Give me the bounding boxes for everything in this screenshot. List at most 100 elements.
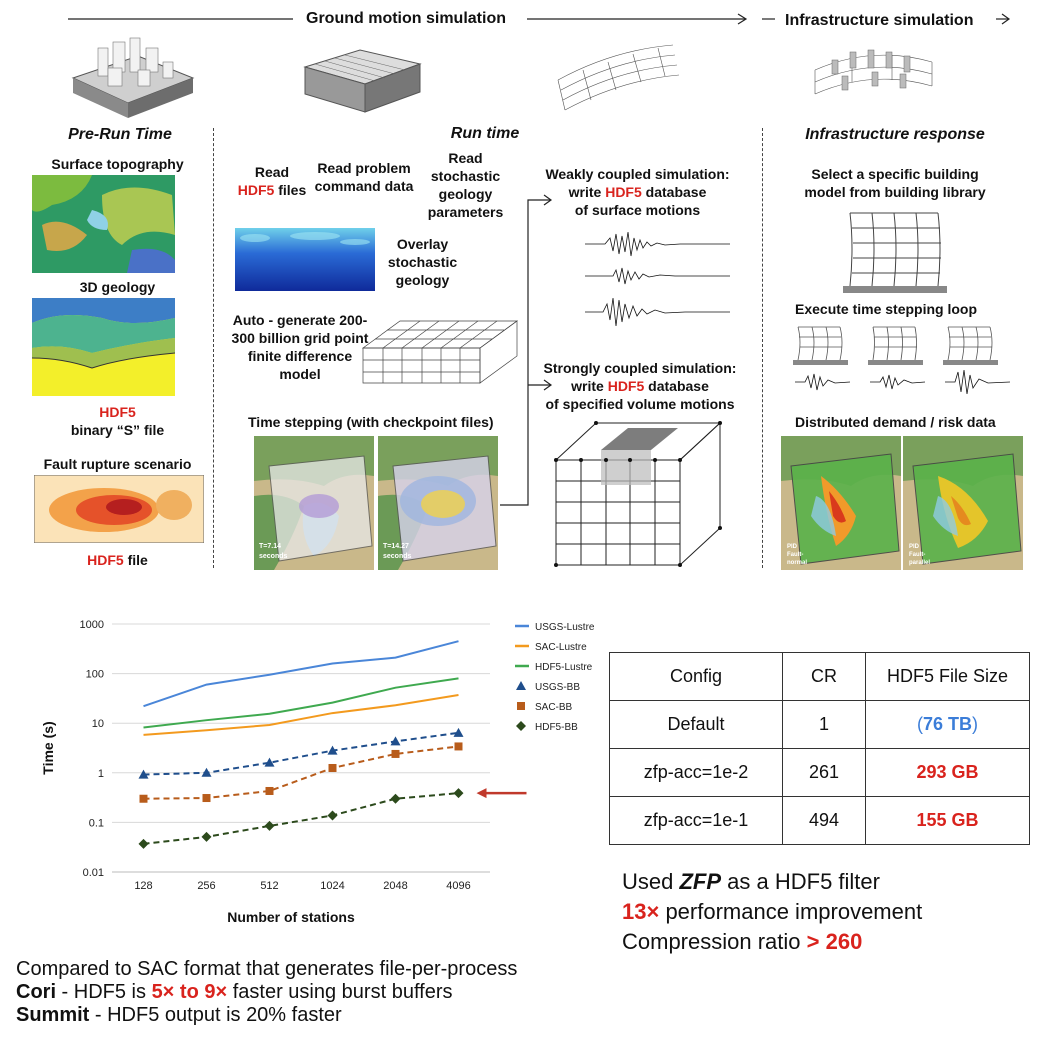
distributed-demand-label: Distributed demand / risk data (795, 414, 996, 430)
sac-note-summit-text: - HDF5 output is 20% faster (89, 1004, 342, 1026)
legend-marker (517, 702, 525, 710)
divider-left (213, 128, 214, 568)
legend-label: USGS-BB (535, 682, 580, 693)
hdf5-file-label-file: file (123, 552, 148, 568)
table-cell: 494 (782, 796, 866, 845)
infrastructure-response-title: Infrastructure response (805, 126, 985, 143)
zfp-note-perf: performance improvement (659, 899, 923, 924)
time-step-2-unit: seconds (383, 553, 412, 560)
zfp-notes: Used ZFP as a HDF5 filter 13× performanc… (622, 867, 922, 957)
risk-map-2-line3: parallel (909, 560, 930, 566)
zfp-note-cr: Compression ratio (622, 929, 807, 954)
y-axis-title: Time (s) (40, 721, 56, 774)
data-point-square (454, 742, 463, 751)
performance-chart: 1000 100 10 1 0.1 0.01 128 256 512 1024 2048 4096 Nu… (40, 619, 595, 925)
series-line (143, 792, 459, 845)
sac-note-bb: faster using burst buffers (227, 981, 453, 1003)
data-point-diamond (390, 793, 401, 804)
series-line (143, 731, 459, 776)
infrastructure-grid-image (814, 49, 933, 95)
sac-note-speedup: 5× to 9× (151, 981, 228, 1003)
stochastic-geology-image (235, 228, 375, 291)
time-stepping-buildings (793, 326, 1011, 395)
run-time-title: Run time (450, 125, 520, 142)
table-cell-size: 293 GB (865, 748, 1030, 797)
risk-map-fault-normal: PID Fault- normal (781, 436, 901, 570)
weakly-coupled-label: Weakly coupled simulation: write HDF5 da… (540, 165, 735, 219)
fault-rupture-map (34, 475, 204, 543)
strongly-coupled-line3: of specified volume motions (545, 396, 735, 412)
read-problem-command-label: Read problem command data (314, 160, 414, 194)
read-hdf5-files-line1: Read (254, 164, 290, 180)
zfp-note-260: > 260 (806, 929, 863, 954)
risk-map-fault-parallel: PID Fault- parallel (903, 436, 1023, 570)
zfp-note-line1: Used ZFP as a HDF5 filter (622, 867, 922, 897)
hdf5-label-left: HDF5 (99, 404, 136, 420)
read-stochastic-geology-label: Read stochastic geology parameters (427, 150, 504, 220)
sac-note-line1: Compared to SAC format that generates fi… (16, 958, 518, 980)
series-line (143, 640, 459, 708)
table-cell-size: (76 TB) (865, 700, 1030, 749)
legend-label: SAC-BB (535, 702, 573, 713)
risk-map-1-line1: PID (787, 544, 798, 550)
city-block-image (71, 37, 195, 118)
table-row: Default 1 (76 TB) (609, 700, 1030, 749)
finite-difference-grid (361, 320, 519, 384)
strongly-coupled-label: Strongly coupled simulation: write HDF5 … (535, 359, 745, 413)
select-building-label: Select a specific building model from bu… (804, 166, 986, 200)
legend-marker (516, 721, 526, 731)
data-point-diamond (327, 810, 338, 821)
autogenerate-model-label: Auto - generate 200-300 billion grid poi… (231, 312, 369, 382)
time-stepping-label: Time stepping (with checkpoint files) (248, 414, 494, 430)
size-value: 76 TB (922, 714, 973, 734)
surface-motion-seismograms (585, 231, 730, 327)
series-line (143, 745, 459, 800)
read-hdf5-files-hdf5: HDF5 (237, 182, 275, 198)
sac-note-line2: Cori - HDF5 is 5× to 9× faster using bur… (16, 981, 517, 1004)
data-point-square (328, 763, 337, 772)
pre-run-title: Pre-Run Time (68, 126, 172, 143)
size-value: 155 GB (916, 810, 979, 830)
surface-topography-map (32, 175, 175, 273)
data-point-square (202, 794, 211, 803)
table-cell: zfp-acc=1e-2 (609, 748, 783, 797)
binary-s-file-label: binary “S” file (70, 422, 165, 438)
3d-geology-label: 3D geology (79, 279, 156, 295)
table-cell: 261 (782, 748, 866, 797)
legend-label: SAC-Lustre (535, 642, 587, 653)
header-ground-motion: Ground motion simulation (306, 10, 506, 27)
execute-loop-label: Execute time stepping loop (795, 301, 978, 317)
data-point-triangle (327, 745, 338, 755)
weakly-coupled-line3: of surface motions (574, 202, 701, 218)
table-header-row: Config CR HDF5 File Size (609, 652, 1030, 701)
strongly-coupled-line2: write HDF5 database (535, 377, 745, 395)
legend-label: HDF5-Lustre (535, 662, 593, 673)
table-header-cell: CR (782, 652, 866, 701)
x-axis-title: Number of stations (227, 909, 355, 925)
weakly-coupled-line2: write HDF5 database (540, 183, 735, 201)
sac-note-line3: Summit - HDF5 output is 20% faster (16, 1004, 517, 1027)
sac-note-summit: Summit (16, 1004, 90, 1026)
time-step-map-2: T=14.27 seconds (378, 436, 498, 570)
hdf5-file-label: HDF5 file (30, 551, 205, 569)
strongly-coupled-hdf5: HDF5 (607, 378, 645, 394)
surface-grid-image (557, 44, 680, 111)
data-point-triangle (264, 757, 275, 767)
y-tick-label: 10 (92, 718, 104, 730)
x-tick-label: 256 (197, 880, 215, 892)
3d-geology-image (32, 298, 175, 396)
zfp-note-filter: as a HDF5 filter (721, 869, 880, 894)
legend-label: HDF5-BB (535, 722, 578, 733)
strongly-coupled-database: database (644, 378, 709, 394)
x-tick-label: 128 (134, 880, 152, 892)
x-tick-label: 512 (260, 880, 278, 892)
zfp-note-line3: Compression ratio > 260 (622, 927, 922, 957)
zfp-note-zfp: ZFP (679, 869, 722, 894)
header-infrastructure: Infrastructure simulation (785, 12, 974, 29)
y-tick-label: 1000 (80, 619, 104, 631)
data-point-triangle (453, 727, 464, 737)
surface-topography-label: Surface topography (51, 156, 184, 172)
table-cell: 1 (782, 700, 866, 749)
overlay-stochastic-geology-label: Overlay stochastic geology (387, 236, 458, 288)
size-paren-close: ) (972, 714, 979, 734)
